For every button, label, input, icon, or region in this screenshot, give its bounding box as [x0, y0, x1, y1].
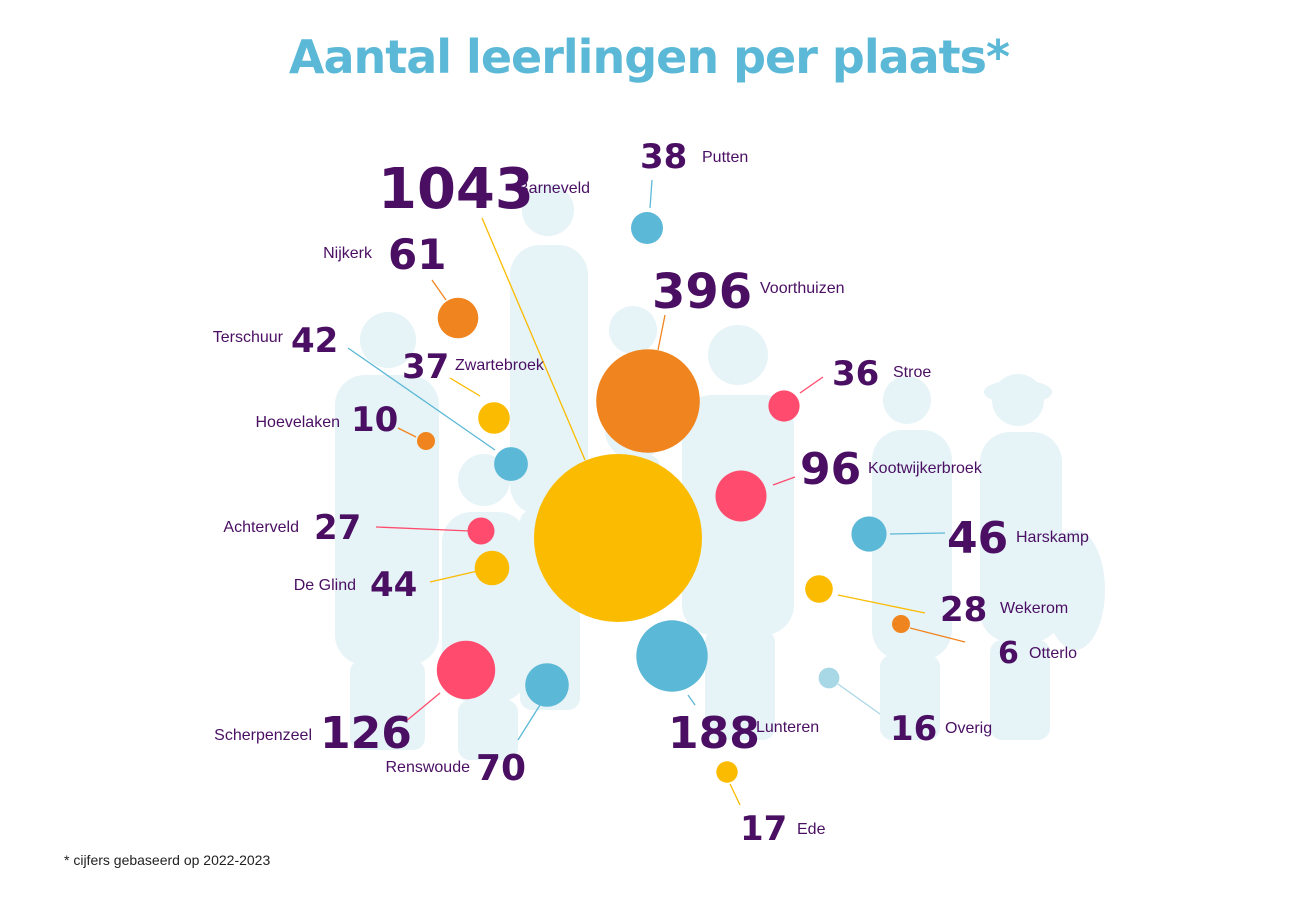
bubble-wekerom — [805, 575, 833, 603]
leader-line-harskamp — [889, 532, 946, 535]
value-label-lunteren: 188 — [668, 708, 760, 759]
hat-brim — [984, 380, 1052, 404]
leader-line-lunteren — [687, 694, 696, 706]
person-silhouette — [872, 376, 952, 740]
value-label-de-glind: 44 — [370, 565, 417, 605]
value-label-renswoude: 70 — [476, 748, 526, 789]
value-label-scherpenzeel: 126 — [320, 708, 412, 759]
bubble-nijkerk — [437, 297, 479, 339]
value-label-voorthuizen: 396 — [652, 264, 752, 320]
person-silhouette — [335, 312, 439, 750]
leader-line-achterveld — [375, 526, 471, 532]
leader-line-otterlo — [909, 627, 966, 643]
place-label-hoevelaken: Hoevelaken — [256, 414, 341, 431]
value-label-hoevelaken: 10 — [351, 400, 398, 440]
leader-line-kootwijkerbroek — [772, 476, 796, 486]
place-label-terschuur: Terschuur — [213, 329, 284, 346]
bubble-ede — [716, 761, 738, 783]
place-label-stroe: Stroe — [893, 364, 931, 381]
value-label-harskamp: 46 — [947, 513, 1008, 564]
bubble-stroe — [768, 390, 800, 422]
leader-line-renswoude — [517, 704, 541, 741]
leader-line-zwartebroek — [449, 377, 481, 397]
value-label-nijkerk: 61 — [388, 230, 446, 279]
value-label-terschuur: 42 — [291, 321, 338, 361]
place-label-barneveld: Barneveld — [518, 180, 590, 197]
place-label-de-glind: De Glind — [294, 577, 356, 594]
bubble-achterveld — [467, 517, 495, 545]
bubble-hoevelaken — [417, 432, 435, 450]
bubble-terschuur — [494, 447, 528, 481]
place-label-overig: Overig — [945, 720, 992, 737]
leader-line-terschuur — [347, 347, 496, 451]
place-label-achterveld: Achterveld — [223, 519, 299, 536]
bubbles — [417, 212, 910, 783]
leader-lines — [347, 179, 966, 806]
place-label-scherpenzeel: Scherpenzeel — [214, 727, 312, 744]
people-silhouettes — [335, 184, 1105, 760]
bubble-otterlo — [892, 615, 910, 633]
place-label-harskamp: Harskamp — [1016, 529, 1089, 546]
value-label-barneveld: 1043 — [378, 157, 534, 222]
place-label-ede: Ede — [797, 821, 826, 838]
leader-line-overig — [837, 683, 881, 715]
leader-line-hoevelaken — [397, 427, 417, 438]
place-label-putten: Putten — [702, 149, 748, 166]
bubble-lunteren — [636, 620, 708, 692]
place-label-renswoude: Renswoude — [386, 759, 471, 776]
bubble-harskamp — [851, 516, 887, 552]
bubble-zwartebroek — [478, 402, 510, 434]
place-label-voorthuizen: Voorthuizen — [760, 280, 845, 297]
leader-line-barneveld — [481, 217, 586, 461]
bubble-kootwijkerbroek — [715, 470, 767, 522]
value-label-putten: 38 — [640, 137, 687, 177]
value-label-stroe: 36 — [832, 354, 879, 394]
value-label-achterveld: 27 — [314, 508, 361, 548]
value-label-zwartebroek: 37 — [402, 347, 449, 387]
value-label-otterlo: 6 — [998, 636, 1019, 671]
value-label-wekerom: 28 — [940, 590, 987, 630]
bubble-renswoude — [525, 663, 569, 707]
bubble-putten — [631, 212, 663, 244]
chart-title: Aantal leerlingen per plaats* — [288, 30, 1010, 84]
bubble-scherpenzeel — [436, 640, 496, 700]
bubble-overig — [818, 667, 840, 689]
leader-line-putten — [649, 179, 653, 209]
leader-line-scherpenzeel — [404, 692, 441, 723]
place-label-nijkerk: Nijkerk — [323, 245, 373, 262]
bubble-de-glind — [474, 550, 510, 586]
leader-line-ede — [729, 783, 741, 806]
place-label-wekerom: Wekerom — [1000, 600, 1068, 617]
value-label-ede: 17 — [740, 809, 787, 849]
place-label-zwartebroek: Zwartebroek — [455, 357, 545, 374]
leader-line-stroe — [799, 376, 824, 394]
footnote: * cijfers gebaseerd op 2022-2023 — [64, 852, 271, 868]
leader-line-voorthuizen — [657, 314, 666, 351]
leader-line-nijkerk — [431, 279, 447, 301]
place-label-otterlo: Otterlo — [1029, 645, 1077, 662]
bubble-barneveld — [534, 454, 702, 622]
place-label-kootwijkerbroek: Kootwijkerbroek — [868, 460, 983, 477]
leader-line-wekerom — [837, 594, 926, 614]
value-label-overig: 16 — [890, 709, 937, 749]
place-label-lunteren: Lunteren — [756, 719, 819, 736]
value-label-kootwijkerbroek: 96 — [800, 444, 861, 495]
bubble-voorthuizen — [596, 349, 700, 453]
raised-leg — [1045, 530, 1105, 650]
leader-line-de-glind — [429, 569, 483, 583]
